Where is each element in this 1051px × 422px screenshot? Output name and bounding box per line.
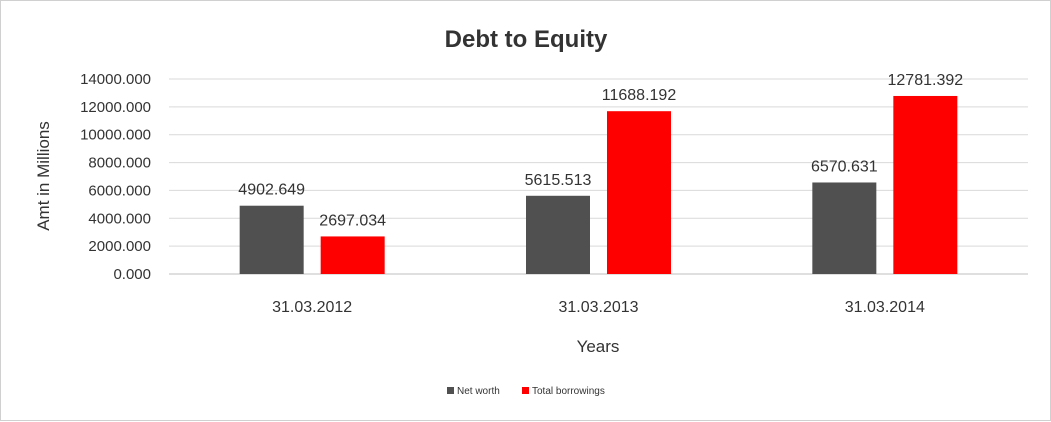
data-label: 12781.392: [888, 72, 964, 89]
data-label: 2697.034: [319, 212, 386, 229]
legend-swatch: [522, 387, 529, 394]
x-tick-label: 31.03.2013: [558, 299, 638, 316]
legend-label: Net worth: [457, 386, 500, 397]
bar-net-worth: [239, 205, 304, 274]
bar-net-worth: [812, 182, 877, 274]
chart-title: Debt to Equity: [445, 26, 608, 53]
data-label: 4902.649: [238, 182, 305, 199]
bar-net-worth: [526, 195, 590, 274]
x-axis-label: Years: [577, 337, 620, 356]
x-tick-label: 31.03.2014: [845, 299, 925, 316]
y-tick-label: 8000.000: [88, 155, 151, 172]
legend-label: Total borrowings: [532, 386, 605, 397]
y-tick-label: 4000.000: [88, 210, 151, 227]
bar-total-borrowings: [893, 95, 958, 274]
data-label: 6570.631: [811, 158, 878, 175]
y-tick-label: 0.000: [113, 266, 151, 283]
y-tick-label: 2000.000: [88, 238, 151, 255]
data-labels: 4902.649 2697.034 5615.513 11688.192 6570.63…: [238, 72, 963, 229]
y-tick-label: 12000.000: [80, 99, 151, 116]
y-tick-labels: 0.000 2000.000 4000.000 6000.000 8000.000 100…: [80, 71, 151, 283]
legend: Net worth Total borrowings: [447, 386, 605, 397]
data-label: 11688.192: [602, 87, 677, 104]
bar-total-borrowings: [607, 111, 671, 274]
legend-swatch: [447, 387, 454, 394]
bars: [239, 95, 958, 274]
gridlines: [169, 78, 1028, 275]
y-tick-label: 6000.000: [88, 182, 151, 199]
bar-total-borrowings: [320, 236, 385, 274]
data-label: 5615.513: [525, 172, 592, 189]
x-tick-label: 31.03.2012: [272, 299, 352, 316]
y-axis-label: Amt in Millions: [34, 121, 53, 231]
y-tick-label: 10000.000: [80, 127, 151, 144]
y-tick-label: 14000.000: [80, 71, 151, 88]
x-tick-labels: 31.03.2012 31.03.2013 31.03.2014: [272, 299, 925, 316]
